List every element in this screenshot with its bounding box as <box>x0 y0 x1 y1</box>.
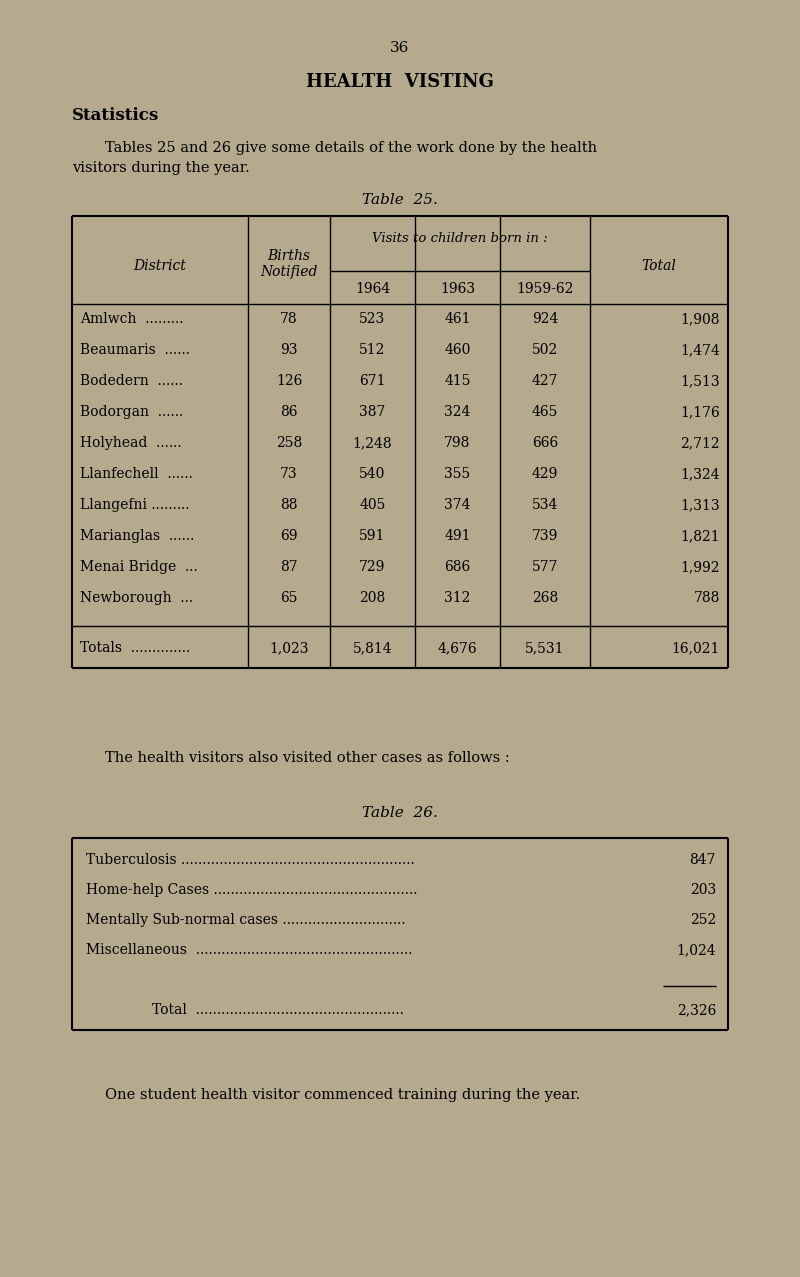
Text: Tables 25 and 26 give some details of the work done by the health: Tables 25 and 26 give some details of th… <box>105 140 597 155</box>
Text: 415: 415 <box>444 374 470 388</box>
Text: 1,248: 1,248 <box>353 435 392 450</box>
Text: 1,324: 1,324 <box>680 467 720 481</box>
Text: 252: 252 <box>690 913 716 927</box>
Text: 405: 405 <box>359 498 386 512</box>
Text: 577: 577 <box>532 561 558 573</box>
Text: Totals  ..............: Totals .............. <box>80 641 190 655</box>
Text: Statistics: Statistics <box>72 106 159 124</box>
Text: 465: 465 <box>532 405 558 419</box>
Text: Llangefni .........: Llangefni ......... <box>80 498 190 512</box>
Text: One student health visitor commenced training during the year.: One student health visitor commenced tra… <box>105 1088 580 1102</box>
Text: 1,023: 1,023 <box>270 641 309 655</box>
Text: 73: 73 <box>280 467 298 481</box>
Text: 666: 666 <box>532 435 558 450</box>
Text: 429: 429 <box>532 467 558 481</box>
Text: Menai Bridge  ...: Menai Bridge ... <box>80 561 198 573</box>
Text: Newborough  ...: Newborough ... <box>80 591 193 605</box>
Text: 788: 788 <box>694 591 720 605</box>
Text: 1,474: 1,474 <box>680 344 720 358</box>
Text: 460: 460 <box>444 344 470 358</box>
Text: Bodorgan  ......: Bodorgan ...... <box>80 405 183 419</box>
Text: Marianglas  ......: Marianglas ...... <box>80 529 194 543</box>
Text: Amlwch  .........: Amlwch ......... <box>80 312 183 326</box>
Text: Holyhead  ......: Holyhead ...... <box>80 435 182 450</box>
Text: 427: 427 <box>532 374 558 388</box>
Text: 591: 591 <box>359 529 386 543</box>
Text: 461: 461 <box>444 312 470 326</box>
Text: 88: 88 <box>280 498 298 512</box>
Text: 78: 78 <box>280 312 298 326</box>
Text: 312: 312 <box>444 591 470 605</box>
Text: 1,992: 1,992 <box>681 561 720 573</box>
Text: 203: 203 <box>690 882 716 896</box>
Text: 729: 729 <box>359 561 386 573</box>
Text: 387: 387 <box>359 405 386 419</box>
Text: 69: 69 <box>280 529 298 543</box>
Text: 924: 924 <box>532 312 558 326</box>
Text: 93: 93 <box>280 344 298 358</box>
Text: 268: 268 <box>532 591 558 605</box>
Text: 847: 847 <box>690 853 716 867</box>
Text: 1,513: 1,513 <box>680 374 720 388</box>
Text: 324: 324 <box>444 405 470 419</box>
Text: 1,313: 1,313 <box>680 498 720 512</box>
Text: Total: Total <box>642 259 677 273</box>
Text: 5,531: 5,531 <box>526 641 565 655</box>
Text: Births: Births <box>267 249 310 263</box>
Text: HEALTH  VISTING: HEALTH VISTING <box>306 73 494 91</box>
Text: 86: 86 <box>280 405 298 419</box>
Text: 16,021: 16,021 <box>672 641 720 655</box>
Text: 374: 374 <box>444 498 470 512</box>
Text: 739: 739 <box>532 529 558 543</box>
Text: Bodedern  ......: Bodedern ...... <box>80 374 183 388</box>
Text: 36: 36 <box>390 41 410 55</box>
Text: 126: 126 <box>276 374 302 388</box>
Text: Home-help Cases ................................................: Home-help Cases ........................… <box>86 882 418 896</box>
Text: The health visitors also visited other cases as follows :: The health visitors also visited other c… <box>105 751 510 765</box>
Text: 686: 686 <box>444 561 470 573</box>
Text: 87: 87 <box>280 561 298 573</box>
Text: 534: 534 <box>532 498 558 512</box>
Text: 512: 512 <box>359 344 386 358</box>
Text: 1,908: 1,908 <box>681 312 720 326</box>
Text: 1959-62: 1959-62 <box>516 282 574 296</box>
Text: 1964: 1964 <box>355 282 390 296</box>
Text: 491: 491 <box>444 529 470 543</box>
Text: Tuberculosis .......................................................: Tuberculosis ...........................… <box>86 853 414 867</box>
Text: 2,326: 2,326 <box>677 1002 716 1016</box>
Text: Visits to children born in :: Visits to children born in : <box>372 231 548 244</box>
Text: 671: 671 <box>359 374 386 388</box>
Text: 1,176: 1,176 <box>680 405 720 419</box>
Text: Mentally Sub-normal cases .............................: Mentally Sub-normal cases ..............… <box>86 913 406 927</box>
Text: 5,814: 5,814 <box>353 641 392 655</box>
Text: Table  25.: Table 25. <box>362 193 438 207</box>
Text: 65: 65 <box>280 591 298 605</box>
Text: 1963: 1963 <box>440 282 475 296</box>
Text: Notified: Notified <box>260 266 318 278</box>
Text: 208: 208 <box>359 591 386 605</box>
Text: 798: 798 <box>444 435 470 450</box>
Text: visitors during the year.: visitors during the year. <box>72 161 250 175</box>
Text: Table  26.: Table 26. <box>362 806 438 820</box>
Text: 4,676: 4,676 <box>438 641 478 655</box>
Text: 1,821: 1,821 <box>680 529 720 543</box>
Text: 2,712: 2,712 <box>680 435 720 450</box>
Text: 355: 355 <box>444 467 470 481</box>
Text: 502: 502 <box>532 344 558 358</box>
Text: 258: 258 <box>276 435 302 450</box>
Text: Llanfechell  ......: Llanfechell ...... <box>80 467 193 481</box>
Text: Miscellaneous  ...................................................: Miscellaneous ..........................… <box>86 942 413 956</box>
Text: Beaumaris  ......: Beaumaris ...... <box>80 344 190 358</box>
Text: 1,024: 1,024 <box>676 942 716 956</box>
Text: 540: 540 <box>359 467 386 481</box>
Text: Total  .................................................: Total ..................................… <box>152 1002 404 1016</box>
Text: District: District <box>134 259 186 273</box>
Text: 523: 523 <box>359 312 386 326</box>
